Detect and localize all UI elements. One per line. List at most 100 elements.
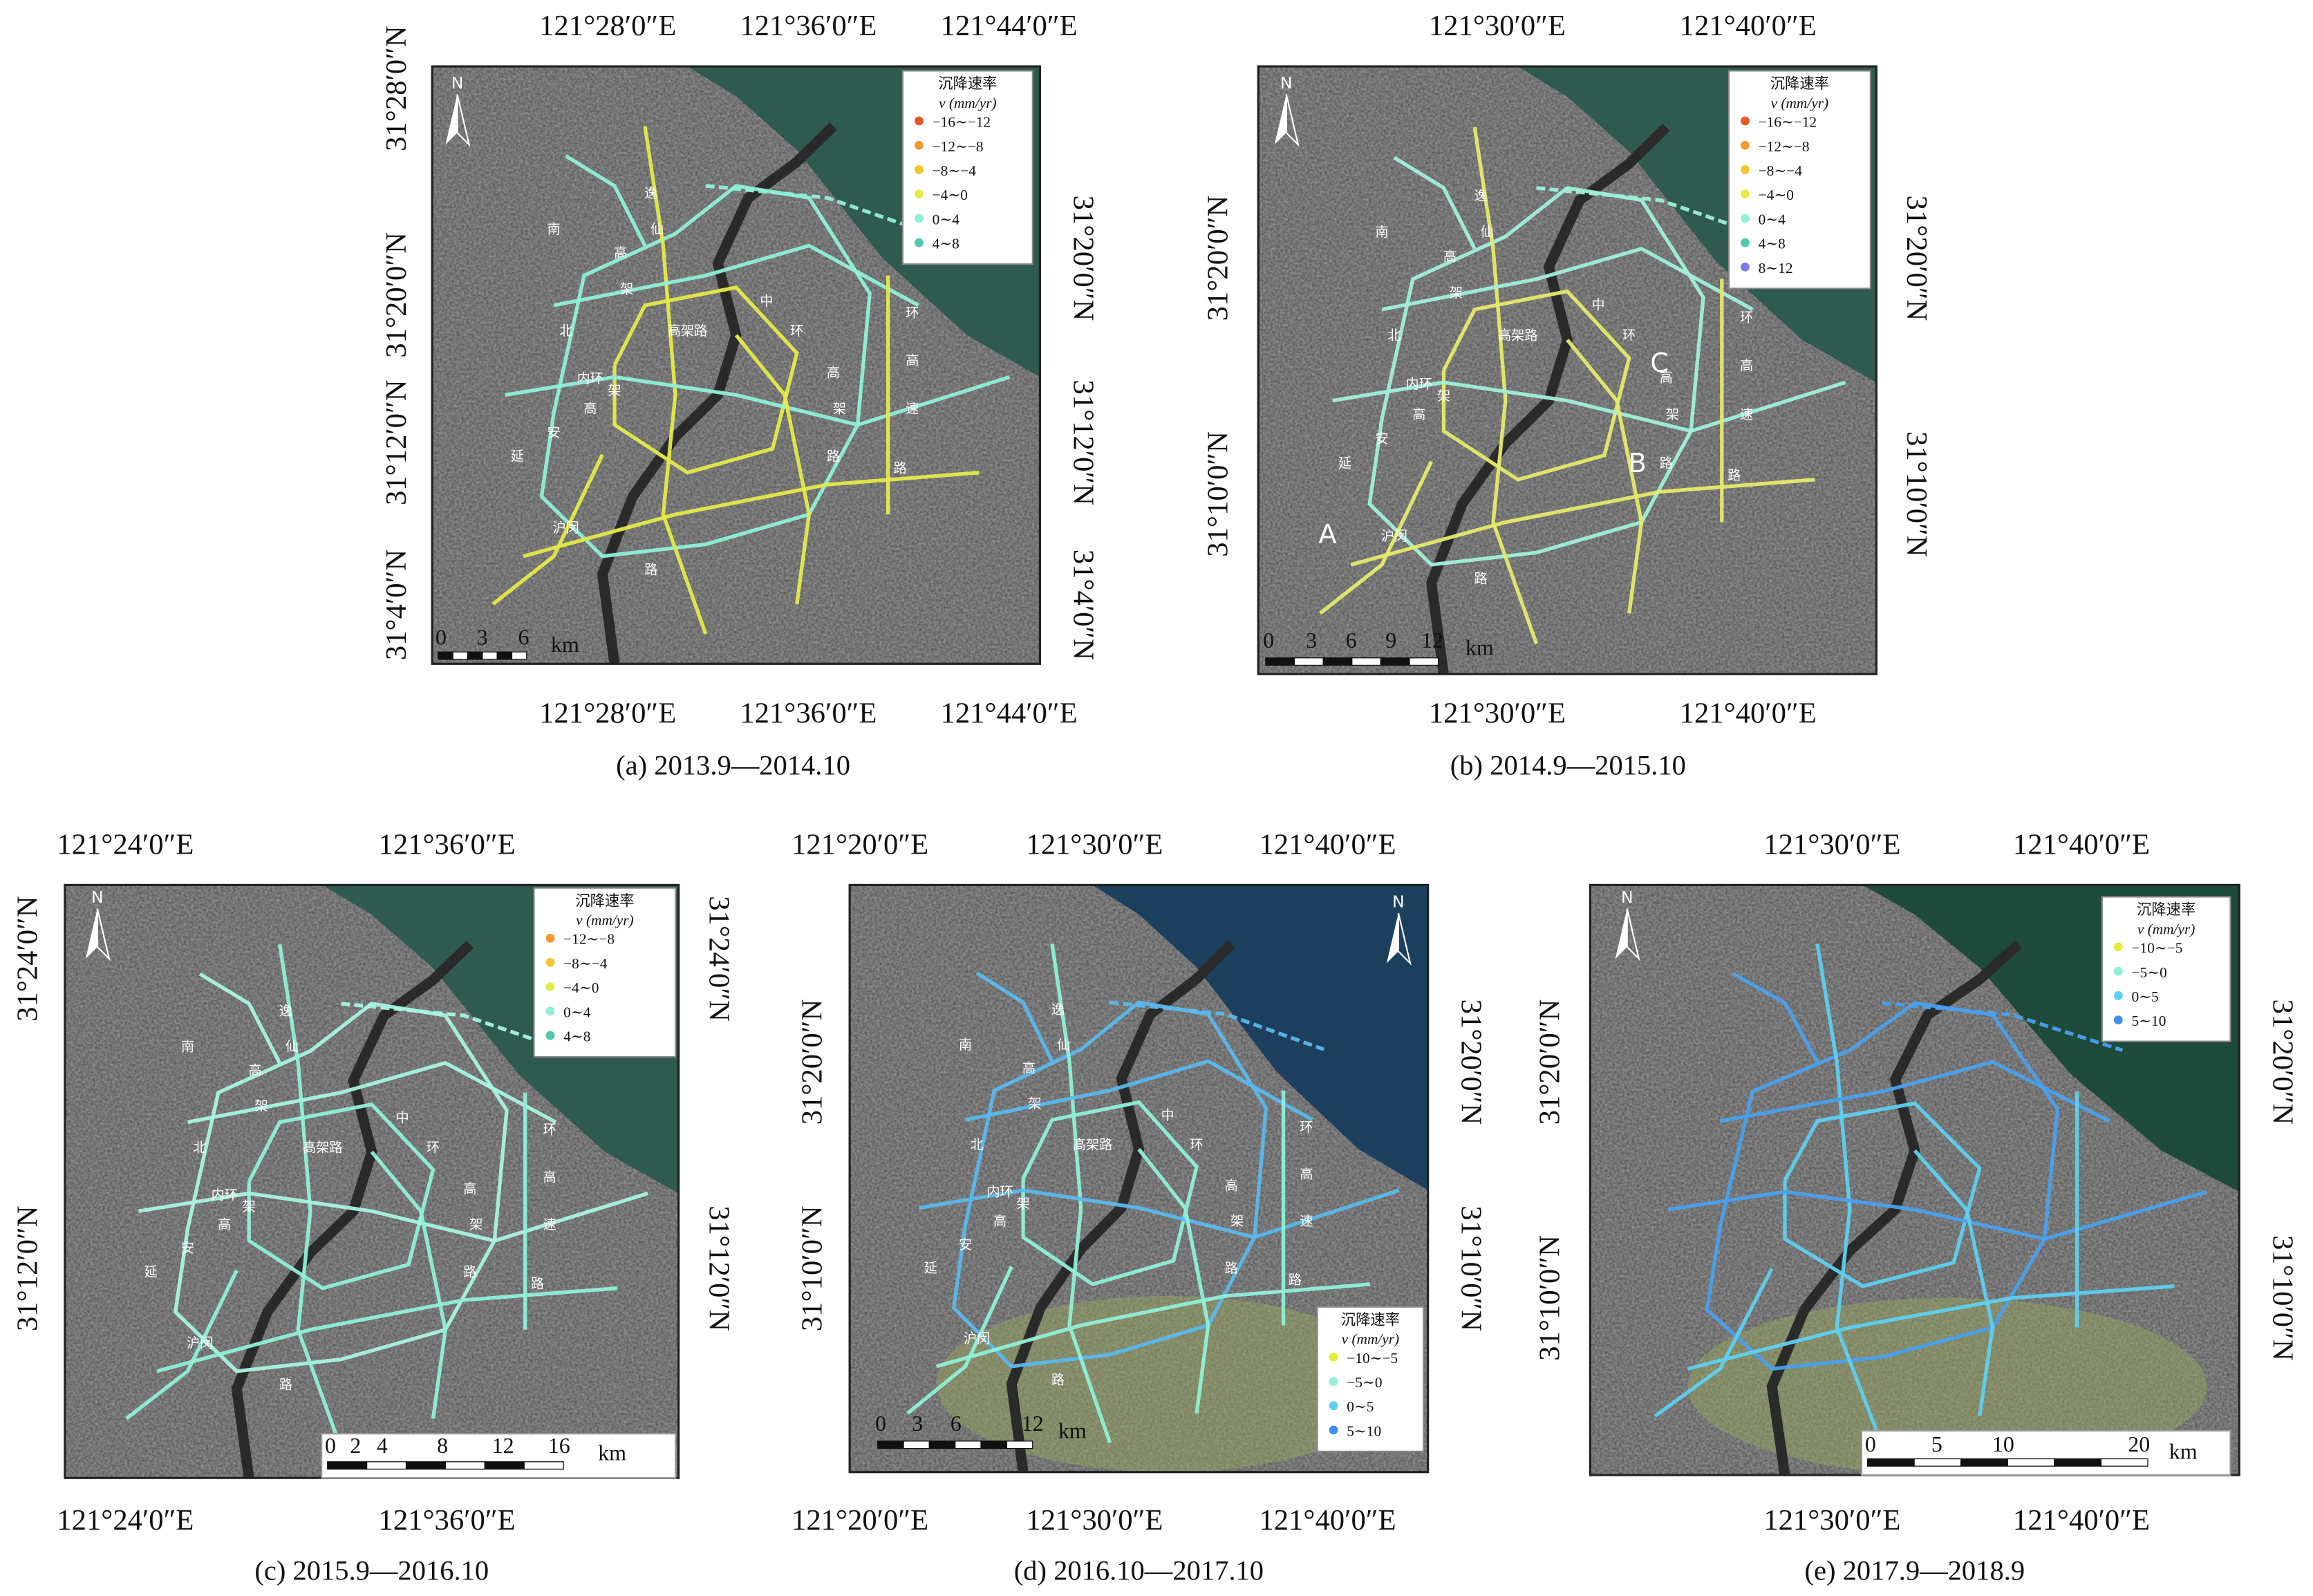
road [523,471,980,558]
legend-label: −12∼−8 [1759,138,1810,155]
longitude-label: 121°28′0″E [539,697,676,730]
legend-label: −4∼0 [933,187,968,203]
longitude-label: 121°30′0″E [1026,829,1163,861]
latitude-label: 31°12′0″N [1067,379,1100,505]
longitude-label: 121°30′0″E [1026,1504,1163,1537]
legend-label: −4∼0 [1759,187,1794,203]
legend-title: 沉降速率 [938,75,997,92]
road [565,154,647,247]
legend-box [2101,896,2231,1042]
road [341,1002,569,1053]
road [919,1188,1400,1239]
road [1393,156,1477,250]
legend-swatch [545,933,555,943]
legend-swatch [915,165,924,174]
road [138,1191,649,1243]
legend-unit: v (mm/yr) [2137,921,2195,937]
sea [1092,885,1428,1191]
legend-label: −16∼−12 [933,114,991,131]
scale-bar-segment [1960,1458,2008,1467]
road [1882,1001,2124,1052]
legend-label: −8∼−4 [933,162,977,179]
map-panel: 南北逸仙高架内环高架路延安高架中环高架路环高速路沪闵路ABCN121°30′0″… [1201,10,1933,780]
scale-unit: km [1465,635,1494,660]
legend-swatch [1741,238,1750,247]
road-label: 高 [463,1181,476,1196]
road [198,972,281,1064]
legend-swatch [545,1006,555,1016]
road [156,1286,618,1373]
scale-label: 3 [1306,628,1317,653]
latitude-label: 31°24′0″N [702,896,735,1022]
scale-bar-segment [1351,657,1381,666]
road-label: 高架路 [1073,1137,1113,1153]
road [1654,1267,1774,1418]
road [1913,1149,1995,1417]
scale-label: 3 [912,1411,923,1436]
north-arrow [85,908,97,959]
scale-label: 10 [1992,1431,2014,1456]
legend-swatch [2113,991,2123,1000]
road-label: 环 [543,1122,556,1138]
longitude-label: 121°28′0″E [539,10,676,42]
road-label: 高 [543,1169,556,1185]
scale-bar-segment [405,1461,447,1470]
road-label: 高 [248,1062,261,1078]
road [1332,380,1846,433]
river [597,122,837,665]
legend-title: 沉降速率 [2137,901,2195,918]
road [277,943,343,1449]
river [1766,940,2023,1476]
road-label: 路 [1727,467,1741,483]
scale-label: 16 [548,1433,570,1458]
road-label: 内环 [212,1187,238,1203]
scale-bar-segment [1006,1440,1033,1449]
legend-title: 沉降速率 [1770,75,1829,92]
panel-caption: (c) 2015.9—2016.10 [254,1555,489,1586]
north-arrow [1285,94,1300,147]
road-label: 高 [1225,1178,1238,1194]
road-label: 安 [181,1240,194,1256]
road [1367,186,1705,567]
legend-swatch [1741,165,1750,174]
road-label: 中 [1161,1107,1174,1123]
road [1687,1284,2175,1371]
scale-bar-segment [2054,1458,2102,1467]
legend-label: 5∼10 [2132,1013,2166,1029]
legend-box [533,887,677,1058]
road [125,1269,238,1420]
scale-label: 6 [518,625,530,650]
scale-bar-segment [484,1461,525,1470]
scale-bar-segment [903,1440,930,1449]
road-label: 北 [971,1137,984,1153]
road-label: 路 [1225,1260,1238,1276]
road [1050,943,1112,1444]
legend-swatch [2113,1015,2123,1025]
road-label: 路 [644,562,657,578]
road-label: 环 [1740,309,1753,325]
road [1381,246,1754,312]
longitude-label: 121°24′0″E [57,1504,194,1537]
latitude-label: 31°20′0″N [2266,999,2298,1125]
area-letter: C [1650,348,1669,379]
road-label: 环 [1190,1137,1203,1153]
road-label: 路 [279,1377,292,1393]
road-label: 沪闵 [964,1331,990,1346]
river [1425,123,1670,675]
legend-unit: v (mm/yr) [939,95,997,111]
river [231,940,474,1479]
latitude-label: 31°20′0″N [1900,196,1933,321]
latitude-label: 31°20′0″N [1455,999,1488,1125]
scale-bar-segment [444,1461,485,1470]
road-label: 架 [1016,1196,1029,1212]
latitude-label: 31°20′0″N [796,999,829,1125]
latitude-label: 31°10′0″N [1534,1235,1566,1361]
scale-label: 5 [1931,1431,1942,1456]
road-label: 中 [1591,297,1604,313]
legend-swatch [915,140,924,150]
legend-label: −8∼−4 [1759,162,1803,179]
road [553,243,919,308]
road-label: 速 [543,1217,556,1232]
